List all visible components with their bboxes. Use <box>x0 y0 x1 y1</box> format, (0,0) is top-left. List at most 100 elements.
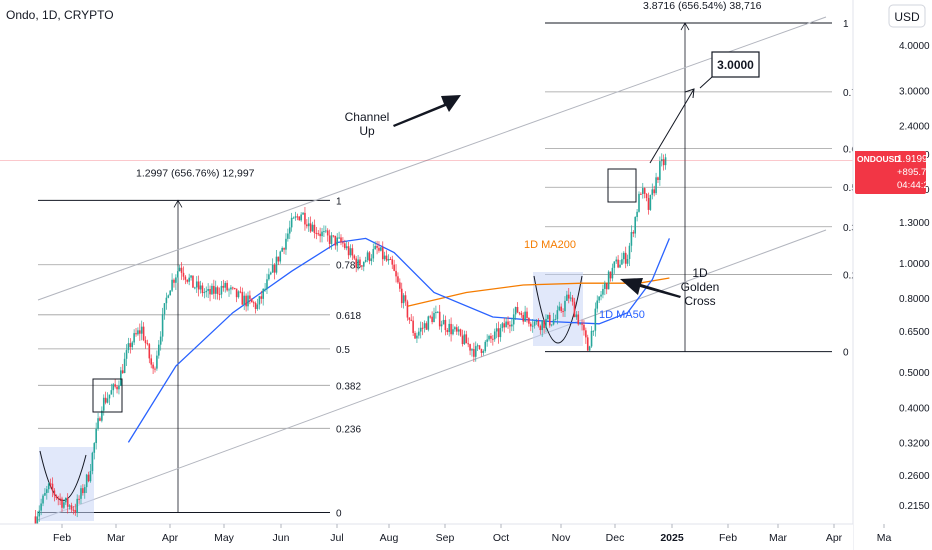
candle-body <box>493 331 496 340</box>
candle-body <box>590 330 593 347</box>
candle-body <box>224 282 227 288</box>
candle-body <box>474 346 477 357</box>
y-tick-label-10: 0.4000 <box>899 403 930 414</box>
time-axis[interactable] <box>0 524 853 550</box>
candle-body <box>545 318 547 328</box>
candle-body <box>95 428 97 444</box>
candle-body <box>359 259 361 266</box>
candle-body <box>199 285 202 290</box>
candle-body <box>283 248 285 250</box>
candle-body <box>418 331 420 336</box>
candle-body <box>55 495 58 498</box>
candle-body <box>258 296 261 305</box>
candle-body <box>537 320 540 327</box>
candle-body <box>368 252 371 262</box>
candle-body <box>46 489 48 493</box>
candle-body <box>156 355 158 369</box>
candle-body <box>121 370 124 374</box>
currency-button[interactable] <box>888 4 926 28</box>
candle-body <box>583 324 585 331</box>
candle-body <box>309 223 312 232</box>
candle-body <box>150 358 153 365</box>
x-tick-label-3: May <box>214 532 235 544</box>
candle-body <box>535 320 538 322</box>
candle-body <box>655 177 657 194</box>
candle-body <box>298 216 301 221</box>
candle-body <box>469 344 471 351</box>
candle-body <box>465 334 468 344</box>
candle-body <box>490 335 492 339</box>
candle-body <box>342 242 344 244</box>
candle-body <box>427 316 430 330</box>
candle-body <box>281 248 283 252</box>
candle-body <box>251 298 253 303</box>
candle-body <box>260 296 263 299</box>
candle-body <box>144 340 147 344</box>
y-tick-label-5: 1.3000 <box>899 218 930 229</box>
candle-body <box>110 390 113 395</box>
price-axis[interactable] <box>853 0 932 550</box>
candle-body <box>440 324 443 327</box>
candle-body <box>269 272 272 275</box>
candle-body <box>40 503 42 511</box>
fib-left-level-label-1: 0.786 <box>336 261 361 272</box>
candle-body <box>315 232 318 234</box>
candle-body <box>478 345 481 350</box>
candle-body <box>209 289 211 295</box>
candle-body <box>173 279 175 283</box>
candle-body <box>201 285 204 294</box>
price-tag-countdown: 04:44:26 <box>897 180 932 191</box>
candle-body <box>218 293 221 295</box>
candle-body <box>108 394 111 399</box>
fib-left-measure-arrowhead <box>173 199 183 208</box>
candle-body <box>566 294 568 301</box>
candle-body <box>87 474 90 482</box>
candle-body <box>619 264 621 268</box>
candle-body <box>503 323 506 328</box>
candle-body <box>410 319 413 321</box>
candle-body <box>482 350 485 353</box>
candle-body <box>317 233 320 235</box>
candle-body <box>575 314 578 318</box>
candle-body <box>338 237 340 239</box>
candle-body <box>541 320 543 331</box>
candle-body <box>435 311 437 314</box>
candle-body <box>383 255 386 260</box>
fib-right-measure-arrowhead <box>680 22 690 31</box>
currency-label[interactable]: USD <box>894 10 920 24</box>
golden-cross-label-line2: Golden <box>681 280 720 294</box>
candle-body <box>78 498 80 500</box>
candle-body <box>402 295 405 304</box>
y-tick-label-7: 0.8000 <box>899 294 930 305</box>
y-tick-label-6: 1.0000 <box>899 259 930 270</box>
candle-body <box>543 320 545 328</box>
candle-body <box>66 497 69 507</box>
candle-body <box>233 287 236 289</box>
candle-body <box>188 277 190 282</box>
candle-body <box>520 313 523 316</box>
candle-body <box>600 294 602 297</box>
candle-body <box>387 258 390 261</box>
candle-body <box>457 329 460 332</box>
target-box <box>711 51 760 78</box>
candle-body <box>285 238 287 250</box>
candle-body <box>127 343 130 351</box>
fib-left-level-label-3: 0.5 <box>336 345 350 356</box>
candle-body <box>598 296 600 301</box>
candle-body <box>399 282 401 289</box>
candle-body <box>80 488 82 499</box>
candle-body <box>577 314 580 325</box>
candle-body <box>499 328 502 338</box>
y-tick-label-13: 0.2150 <box>899 501 930 512</box>
x-tick-label-8: Oct <box>493 532 509 544</box>
candle-body <box>328 235 331 244</box>
candle-body <box>264 288 266 290</box>
candle-body <box>609 271 612 279</box>
target-label: 3.0000 <box>717 58 754 72</box>
candle-body <box>615 259 618 262</box>
candle-body <box>325 230 327 232</box>
candle-body <box>621 259 623 265</box>
candle-body <box>659 161 661 180</box>
candle-body <box>455 327 458 332</box>
